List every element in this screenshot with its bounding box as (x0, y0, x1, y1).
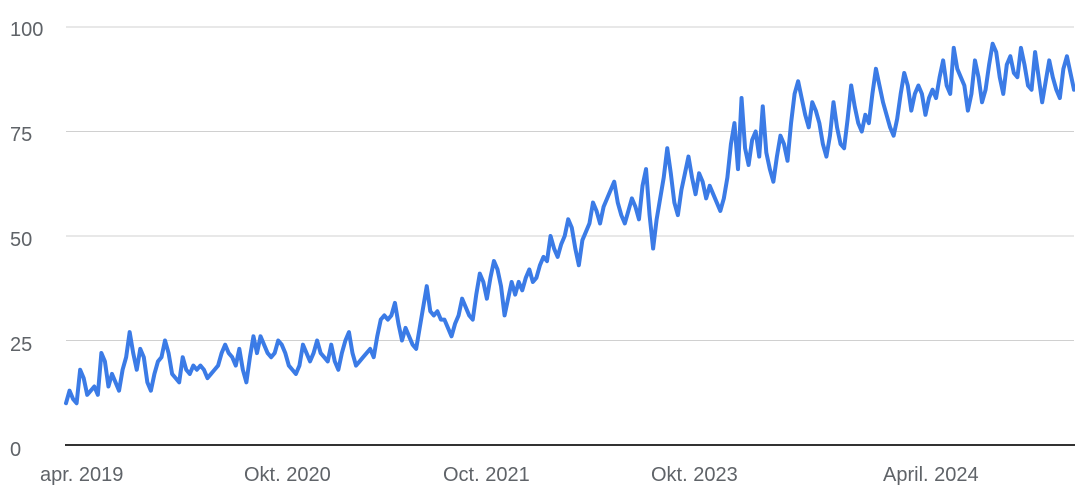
y-tick-label: 0 (10, 439, 21, 461)
y-axis: 0 25 50 75 100 (10, 19, 43, 461)
y-tick-label: 50 (10, 229, 32, 251)
x-tick-label: Okt. 2020 (244, 464, 331, 486)
y-tick-label: 75 (10, 124, 32, 146)
x-tick-label: apr. 2019 (40, 464, 123, 486)
y-tick-label: 100 (10, 19, 43, 41)
x-axis: apr. 2019 Okt. 2020 Oct. 2021 Okt. 2023 … (40, 444, 1075, 486)
x-tick-label: Oct. 2021 (443, 464, 530, 486)
gridlines (66, 26, 1074, 341)
x-tick-label: Okt. 2023 (651, 464, 738, 486)
y-tick-label: 25 (10, 334, 32, 356)
x-tick-label: April. 2024 (883, 464, 979, 486)
series-layer (64, 41, 1075, 406)
series-line (64, 41, 1075, 406)
